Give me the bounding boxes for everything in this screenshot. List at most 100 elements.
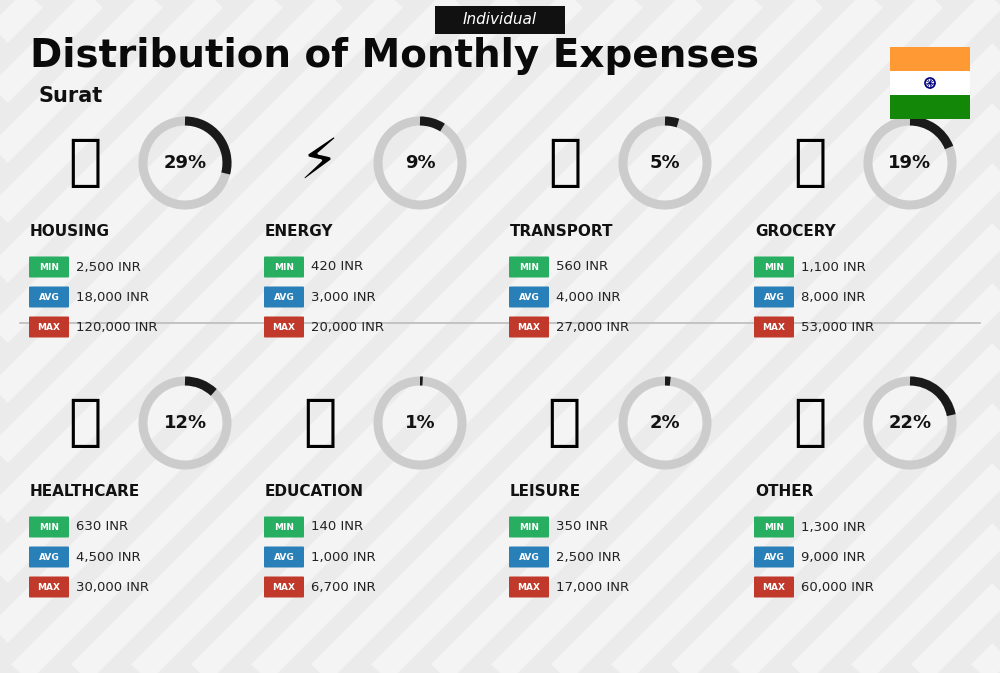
FancyBboxPatch shape [435, 6, 565, 34]
Text: 1,100 INR: 1,100 INR [801, 260, 866, 273]
Text: Surat: Surat [38, 86, 102, 106]
FancyBboxPatch shape [509, 546, 549, 567]
Text: 🚌: 🚌 [548, 136, 582, 190]
Text: 630 INR: 630 INR [76, 520, 128, 534]
Text: 420 INR: 420 INR [311, 260, 363, 273]
Text: LEISURE: LEISURE [510, 483, 581, 499]
Text: ⚡️: ⚡️ [300, 136, 340, 190]
Text: 12%: 12% [163, 414, 207, 432]
Text: MAX: MAX [763, 322, 786, 332]
FancyBboxPatch shape [29, 516, 69, 538]
Text: 140 INR: 140 INR [311, 520, 363, 534]
Text: HEALTHCARE: HEALTHCARE [30, 483, 140, 499]
Text: MAX: MAX [272, 322, 296, 332]
FancyBboxPatch shape [29, 287, 69, 308]
Text: MIN: MIN [39, 522, 59, 532]
FancyBboxPatch shape [890, 47, 970, 71]
Text: MIN: MIN [519, 262, 539, 271]
Text: 3,000 INR: 3,000 INR [311, 291, 376, 304]
FancyBboxPatch shape [509, 316, 549, 337]
FancyBboxPatch shape [29, 577, 69, 598]
Text: 2,500 INR: 2,500 INR [76, 260, 141, 273]
Text: 9,000 INR: 9,000 INR [801, 551, 866, 563]
Text: AVG: AVG [274, 553, 294, 561]
FancyBboxPatch shape [29, 316, 69, 337]
Text: 8,000 INR: 8,000 INR [801, 291, 866, 304]
Text: AVG: AVG [764, 553, 784, 561]
Text: OTHER: OTHER [755, 483, 813, 499]
Text: Distribution of Monthly Expenses: Distribution of Monthly Expenses [30, 37, 759, 75]
Text: 🏢: 🏢 [68, 136, 102, 190]
Text: MAX: MAX [272, 583, 296, 592]
Text: AVG: AVG [274, 293, 294, 302]
FancyBboxPatch shape [509, 577, 549, 598]
Text: MIN: MIN [39, 262, 59, 271]
FancyBboxPatch shape [509, 256, 549, 277]
Text: MAX: MAX [518, 322, 540, 332]
Text: AVG: AVG [519, 553, 539, 561]
Text: 5%: 5% [650, 154, 680, 172]
Text: MIN: MIN [764, 262, 784, 271]
FancyBboxPatch shape [754, 256, 794, 277]
Text: 560 INR: 560 INR [556, 260, 608, 273]
Text: 🛒: 🛒 [793, 136, 827, 190]
Text: 18,000 INR: 18,000 INR [76, 291, 149, 304]
Text: 1,000 INR: 1,000 INR [311, 551, 376, 563]
Text: MIN: MIN [519, 522, 539, 532]
FancyBboxPatch shape [264, 577, 304, 598]
Text: 1,300 INR: 1,300 INR [801, 520, 866, 534]
Text: AVG: AVG [764, 293, 784, 302]
FancyBboxPatch shape [754, 577, 794, 598]
Text: 17,000 INR: 17,000 INR [556, 581, 629, 594]
Text: 👜: 👜 [793, 396, 827, 450]
FancyBboxPatch shape [264, 256, 304, 277]
Text: 30,000 INR: 30,000 INR [76, 581, 149, 594]
Text: 20,000 INR: 20,000 INR [311, 320, 384, 334]
Text: TRANSPORT: TRANSPORT [510, 223, 614, 238]
Text: 9%: 9% [405, 154, 435, 172]
FancyBboxPatch shape [509, 516, 549, 538]
FancyBboxPatch shape [29, 546, 69, 567]
Text: 6,700 INR: 6,700 INR [311, 581, 376, 594]
Text: EDUCATION: EDUCATION [265, 483, 364, 499]
Text: 4,500 INR: 4,500 INR [76, 551, 141, 563]
Text: 🎓: 🎓 [303, 396, 337, 450]
Text: MIN: MIN [764, 522, 784, 532]
Text: ENERGY: ENERGY [265, 223, 334, 238]
Text: MAX: MAX [38, 583, 60, 592]
Text: AVG: AVG [39, 553, 59, 561]
Text: Individual: Individual [463, 13, 537, 28]
Text: AVG: AVG [39, 293, 59, 302]
FancyBboxPatch shape [754, 546, 794, 567]
FancyBboxPatch shape [264, 546, 304, 567]
Text: MAX: MAX [518, 583, 540, 592]
Text: 4,000 INR: 4,000 INR [556, 291, 620, 304]
FancyBboxPatch shape [754, 516, 794, 538]
Text: MAX: MAX [763, 583, 786, 592]
FancyBboxPatch shape [754, 316, 794, 337]
FancyBboxPatch shape [890, 95, 970, 119]
Text: 27,000 INR: 27,000 INR [556, 320, 629, 334]
Text: AVG: AVG [519, 293, 539, 302]
FancyBboxPatch shape [29, 256, 69, 277]
Text: MAX: MAX [38, 322, 60, 332]
Text: 🛍️: 🛍️ [548, 396, 582, 450]
Text: 19%: 19% [888, 154, 932, 172]
Text: 60,000 INR: 60,000 INR [801, 581, 874, 594]
Text: HOUSING: HOUSING [30, 223, 110, 238]
Text: 350 INR: 350 INR [556, 520, 608, 534]
Text: 120,000 INR: 120,000 INR [76, 320, 158, 334]
FancyBboxPatch shape [264, 516, 304, 538]
FancyBboxPatch shape [264, 287, 304, 308]
Text: 53,000 INR: 53,000 INR [801, 320, 874, 334]
Text: 2%: 2% [650, 414, 680, 432]
Text: 2,500 INR: 2,500 INR [556, 551, 621, 563]
FancyBboxPatch shape [754, 287, 794, 308]
Text: GROCERY: GROCERY [755, 223, 836, 238]
Text: 22%: 22% [888, 414, 932, 432]
Text: 🩺: 🩺 [68, 396, 102, 450]
FancyBboxPatch shape [509, 287, 549, 308]
Text: MIN: MIN [274, 522, 294, 532]
Text: 29%: 29% [163, 154, 207, 172]
FancyBboxPatch shape [890, 71, 970, 95]
